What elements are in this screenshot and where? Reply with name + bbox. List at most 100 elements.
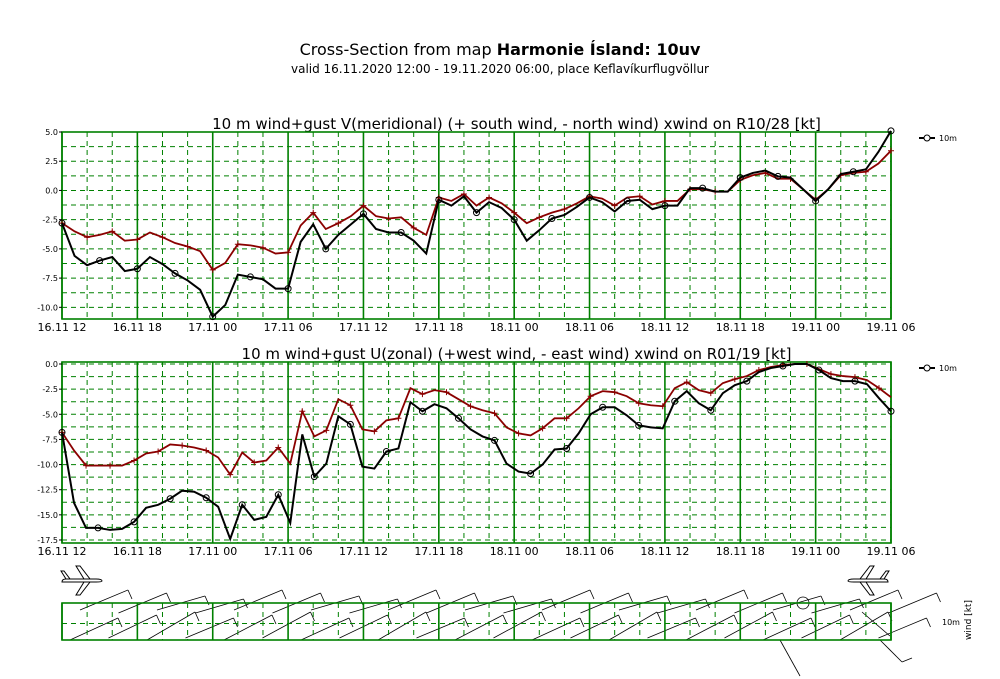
wind-barb-flag: [849, 614, 854, 625]
data-point: [548, 214, 556, 222]
wind-barb-flag: [541, 611, 546, 622]
data-point: [586, 193, 594, 201]
data-point: [635, 421, 643, 429]
data-point-gust: [587, 393, 594, 400]
wind-barb-flag: [810, 617, 816, 628]
data-point-gust: [310, 209, 317, 216]
wind-barb-flag: [936, 592, 941, 603]
x-tick-label: 18.11 06: [565, 321, 614, 334]
wind-barb-flag: [628, 592, 633, 603]
data-point: [779, 362, 787, 370]
data-point-gust: [515, 430, 522, 437]
wind-barb-flag: [901, 657, 913, 663]
wind-barb: [541, 589, 591, 611]
wind-barb-flag: [474, 592, 479, 603]
wind-barb: [608, 611, 658, 641]
y-tick-label: -15.0: [37, 511, 58, 520]
data-point-gust: [561, 206, 568, 213]
data-point-gust: [875, 385, 882, 392]
data-point: [202, 494, 210, 502]
data-point-gust: [134, 236, 141, 243]
wind-barb: [685, 614, 735, 641]
y-tick-label: -7.5: [42, 435, 58, 444]
wind-barb: [108, 614, 157, 639]
data-point: [699, 184, 707, 192]
wind-barb-flag: [156, 614, 161, 625]
x-tick-label: 17.11 12: [339, 545, 388, 558]
data-point-gust: [395, 415, 402, 422]
data-point-gust: [635, 400, 642, 407]
data-point: [346, 420, 354, 428]
wind-barb-flag: [166, 592, 171, 603]
data-point-gust: [360, 202, 367, 209]
data-point-gust: [275, 444, 282, 451]
data-point: [435, 196, 443, 204]
legend-label: 10m: [939, 364, 957, 373]
y-tick-label: 0.0: [45, 186, 58, 195]
x-tick-label: 17.11 00: [188, 321, 237, 334]
wind-barb-flag: [926, 617, 931, 628]
data-point-gust: [536, 214, 543, 221]
data-point: [887, 407, 895, 415]
y-tick-label: -2.5: [42, 385, 58, 394]
data-point-gust: [683, 379, 690, 386]
wind-barb: [146, 611, 196, 641]
wind-barb: [849, 589, 899, 611]
x-tick-label: 18.11 00: [490, 545, 539, 558]
y-tick-label: -12.5: [37, 486, 58, 495]
data-point-gust: [636, 193, 643, 200]
data-point: [510, 216, 518, 224]
wind-barb-flag: [310, 611, 315, 622]
data-point-gust: [443, 389, 450, 396]
y-tick-label: -5.0: [42, 410, 58, 419]
data-point: [130, 518, 138, 526]
wind-barb: [223, 614, 273, 641]
legend-marker: [923, 134, 931, 142]
data-point-gust: [209, 266, 216, 273]
wind-barb-flag: [194, 611, 200, 622]
legend-marker: [923, 364, 931, 372]
data-point-gust: [335, 220, 342, 227]
x-tick-label: 19.11 00: [791, 321, 840, 334]
x-tick-label: 18.11 18: [716, 321, 765, 334]
data-point-gust: [419, 391, 426, 398]
wind-barb: [195, 598, 244, 614]
data-point: [133, 265, 141, 273]
data-point: [815, 366, 823, 374]
wind-barb-flag: [320, 592, 325, 603]
series-line-gust: [61, 150, 892, 272]
wind-barb-flag: [271, 614, 277, 625]
data-point: [473, 209, 480, 217]
wind-barb-flag: [281, 589, 287, 600]
wind-barb-flag: [618, 614, 623, 625]
data-point-gust: [83, 462, 90, 469]
chart-panel-2: 10 m wind+gust U(zonal) (+west wind, - e…: [37, 345, 957, 558]
x-tick-label: 18.11 12: [640, 321, 689, 334]
wind-barb-flag: [743, 589, 749, 600]
wind-barb-flag: [502, 614, 508, 625]
data-point-gust: [323, 427, 330, 434]
wind-barb-flag: [782, 592, 787, 603]
y-tick-label: -10.0: [37, 461, 58, 470]
data-point: [661, 202, 669, 210]
chart-title: 10 m wind+gust U(zonal) (+west wind, - e…: [242, 345, 792, 363]
airplane-left-icon: [60, 565, 103, 596]
data-point: [382, 447, 390, 455]
wind-barb: [878, 617, 927, 639]
wind-barb: [839, 611, 889, 641]
x-tick-label: 19.11 00: [791, 545, 840, 558]
chart-panel-1: 10 m wind+gust V(meridional) (+ south wi…: [37, 115, 957, 334]
data-point-gust: [410, 224, 417, 231]
data-point: [322, 245, 330, 253]
data-point-gust: [251, 459, 258, 466]
data-point-gust: [539, 425, 546, 432]
data-point-gust: [234, 241, 241, 248]
airplane-right-icon: [847, 565, 890, 596]
x-tick-label: 16.11 12: [38, 321, 87, 334]
wind-barb: [647, 617, 696, 639]
data-point-gust: [131, 457, 138, 464]
wind-barb: [377, 611, 427, 641]
y-tick-label: 2.5: [45, 157, 58, 166]
data-point: [812, 197, 820, 205]
data-point-gust: [259, 244, 266, 251]
